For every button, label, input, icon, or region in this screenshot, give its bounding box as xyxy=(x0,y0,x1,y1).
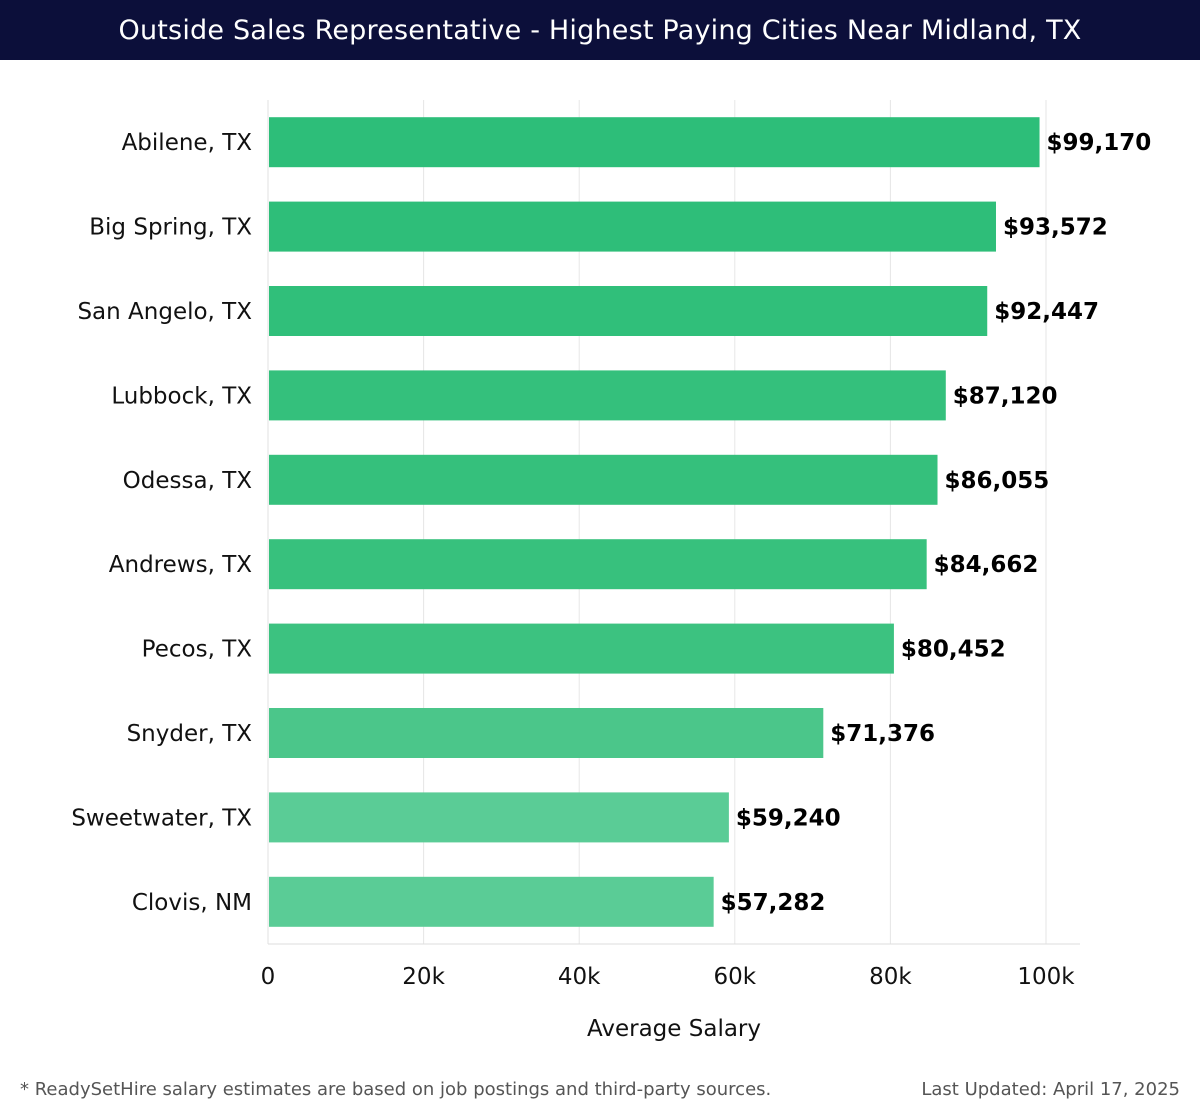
title-bar: Outside Sales Representative - Highest P… xyxy=(0,0,1200,60)
chart-title: Outside Sales Representative - Highest P… xyxy=(118,14,1082,46)
category-label: Sweetwater, TX xyxy=(71,805,252,831)
data-label: $99,170 xyxy=(1047,130,1152,156)
data-label: $87,120 xyxy=(953,383,1058,409)
bar xyxy=(269,708,824,758)
category-label: Abilene, TX xyxy=(122,130,253,156)
category-label: Lubbock, TX xyxy=(111,383,252,409)
x-tick-label: 100k xyxy=(1017,964,1075,990)
data-label: $93,572 xyxy=(1003,215,1108,241)
data-label: $92,447 xyxy=(994,299,1099,325)
data-label: $59,240 xyxy=(736,805,841,831)
bar xyxy=(269,539,927,590)
category-label: San Angelo, TX xyxy=(77,299,252,325)
footer-updated: Last Updated: April 17, 2025 xyxy=(921,1079,1180,1100)
data-label: $80,452 xyxy=(901,637,1006,663)
x-tick-label: 20k xyxy=(402,964,445,990)
data-label: $57,282 xyxy=(721,890,826,916)
category-label: Clovis, NM xyxy=(132,890,252,916)
x-tick-label: 0 xyxy=(261,964,276,990)
x-tick-label: 60k xyxy=(714,964,757,990)
data-label: $84,662 xyxy=(934,552,1039,578)
category-label: Odessa, TX xyxy=(123,468,253,494)
footer-note: * ReadySetHire salary estimates are base… xyxy=(20,1079,772,1100)
x-tick-label: 40k xyxy=(558,964,601,990)
data-label: $71,376 xyxy=(830,721,935,747)
bar-chart: Abilene, TX $99,170 Big Spring, TX $93,572 S… xyxy=(71,100,1152,1042)
bar xyxy=(269,370,946,421)
bar xyxy=(269,792,729,843)
data-label: $86,055 xyxy=(945,468,1050,494)
category-label: Andrews, TX xyxy=(109,552,252,578)
bar xyxy=(269,117,1040,168)
category-label: Pecos, TX xyxy=(142,637,253,663)
category-label: Big Spring, TX xyxy=(89,215,252,241)
bar xyxy=(269,201,996,252)
x-tick-label: 80k xyxy=(869,964,912,990)
bar xyxy=(269,454,938,505)
category-label: Snyder, TX xyxy=(127,721,253,747)
x-axis-title: Average Salary xyxy=(587,1016,761,1042)
bar xyxy=(269,623,894,674)
bar xyxy=(269,286,988,336)
bar xyxy=(269,876,714,927)
